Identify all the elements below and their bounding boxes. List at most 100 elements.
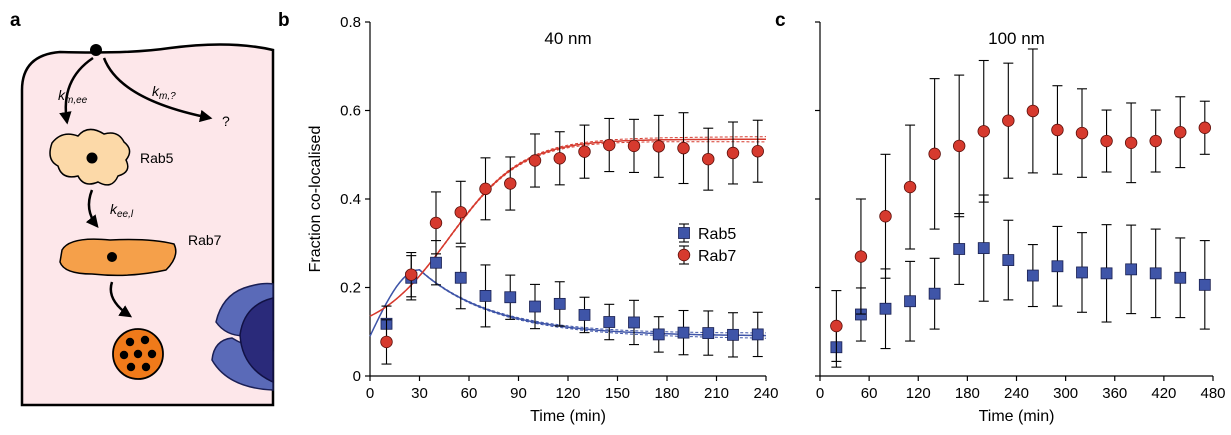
data-point-rab5 <box>1149 267 1162 280</box>
data-point-rab7 <box>751 145 764 158</box>
data-point-rab7 <box>1198 121 1212 134</box>
data-point-rab7 <box>1100 134 1113 148</box>
x-tick-label: 0 <box>816 385 824 402</box>
data-point-rab7 <box>652 140 665 153</box>
data-point-rab7 <box>830 319 843 333</box>
data-point-rab7 <box>454 206 467 219</box>
y-axis-label: Fraction co-localised <box>307 126 324 273</box>
data-point-rab7 <box>952 139 966 153</box>
data-point-rab7 <box>479 182 492 196</box>
data-point-rab7 <box>854 250 868 263</box>
data-point-rab7 <box>879 210 892 223</box>
legend-marker-rab7 <box>677 248 691 262</box>
fit-curve-rab5 <box>369 268 766 337</box>
panel-letter-b: b <box>278 10 290 31</box>
data-point-rab7 <box>1051 123 1064 137</box>
x-tick-label: 180 <box>955 385 980 402</box>
data-point-rab5 <box>1174 271 1187 284</box>
data-point-rab5 <box>603 316 616 328</box>
panel-letter-a: a <box>10 10 21 31</box>
unknown-route-arrow <box>102 57 213 123</box>
data-point-rab7 <box>528 154 542 167</box>
data-point-rab7 <box>1149 134 1162 148</box>
legend-marker-rab5 <box>678 227 690 239</box>
data-point-rab5 <box>628 316 640 329</box>
late-endosome-icon <box>59 238 177 277</box>
rate-k-ee-l: kee,l <box>110 201 134 220</box>
x-axis-label: Time (min) <box>979 408 1055 425</box>
data-point-rab5 <box>1076 266 1088 279</box>
data-point-rab7 <box>726 146 740 160</box>
data-point-rab5 <box>1026 269 1039 282</box>
data-point-rab7 <box>1002 114 1015 127</box>
x-tick-label: 210 <box>704 385 729 402</box>
y-tick-label: 0.2 <box>340 280 361 297</box>
data-point-rab5 <box>751 328 764 341</box>
data-point-rab5 <box>1051 260 1064 273</box>
data-point-rab5 <box>504 291 517 304</box>
x-tick-label: 480 <box>1200 385 1225 402</box>
data-point-rab5 <box>879 302 892 315</box>
rab7-label: Rab7 <box>188 232 222 248</box>
data-point-rab5 <box>677 326 690 339</box>
data-point-rab5 <box>1100 267 1113 280</box>
data-point-rab5 <box>977 242 990 255</box>
x-tick-label: 360 <box>1102 385 1127 402</box>
data-point-rab5 <box>430 256 442 269</box>
data-point-rab7 <box>903 180 917 194</box>
schematic-panel: km,ee km,? ? Rab5 kee,l Rab7 <box>20 43 275 407</box>
data-point-rab7 <box>603 138 616 152</box>
data-point-rab7 <box>380 335 393 349</box>
data-point-rab5 <box>652 328 665 341</box>
data-point-rab5 <box>702 327 715 339</box>
uptake-arrow <box>59 56 94 125</box>
x-tick-label: 60 <box>861 385 878 402</box>
data-point-rab7 <box>405 268 418 281</box>
chart-title: 40 nm <box>544 29 591 48</box>
y-tick-label: 0.6 <box>340 103 361 120</box>
data-point-rab5 <box>953 243 966 255</box>
data-point-rab7 <box>1174 125 1187 139</box>
x-tick-label: 420 <box>1151 385 1176 402</box>
data-point-rab5 <box>578 309 591 321</box>
rate-k-m-unknown: km,? <box>152 83 176 102</box>
data-point-rab5 <box>904 295 916 308</box>
unknown-destination-label: ? <box>222 113 230 129</box>
data-point-rab5 <box>1002 254 1015 266</box>
x-tick-label: 60 <box>461 385 478 402</box>
y-tick-label: 0 <box>353 368 361 385</box>
rab5-label: Rab5 <box>140 150 174 166</box>
legend-label-rab7: Rab7 <box>698 248 736 265</box>
data-point-rab5 <box>479 290 492 302</box>
data-point-rab5 <box>529 300 541 313</box>
data-point-rab7 <box>1026 104 1040 118</box>
data-point-rab5 <box>1125 263 1138 276</box>
cargo-particle-icon <box>90 44 102 56</box>
data-point-rab7 <box>928 147 941 161</box>
data-point-rab5 <box>1198 278 1211 291</box>
x-axis-label: Time (min) <box>530 408 606 425</box>
x-tick-label: 120 <box>555 385 580 402</box>
data-point-rab5 <box>928 287 941 300</box>
data-point-rab5 <box>727 328 739 341</box>
data-point-rab7 <box>677 141 690 155</box>
data-point-rab7 <box>1124 136 1138 150</box>
x-tick-label: 30 <box>411 385 428 402</box>
data-point-rab7 <box>702 152 715 166</box>
data-point-rab7 <box>553 152 566 165</box>
rate-k-m-ee: km,ee <box>58 87 88 106</box>
data-point-rab7 <box>504 177 517 190</box>
data-point-rab7 <box>627 139 641 153</box>
lysosome-icon <box>112 328 164 380</box>
nucleus-icon <box>211 282 274 391</box>
chart-title: 100 nm <box>988 29 1045 48</box>
x-tick-label: 150 <box>605 385 630 402</box>
x-tick-label: 300 <box>1053 385 1078 402</box>
maturation-arrow <box>85 189 99 228</box>
x-tick-label: 240 <box>1004 385 1029 402</box>
x-tick-label: 240 <box>753 385 778 402</box>
x-tick-label: 120 <box>906 385 931 402</box>
chart-panel-c: 0 60 120 180 240 300 360 420 480 Time (min) 100 nm <box>815 21 1226 425</box>
x-tick-label: 0 <box>366 385 374 402</box>
